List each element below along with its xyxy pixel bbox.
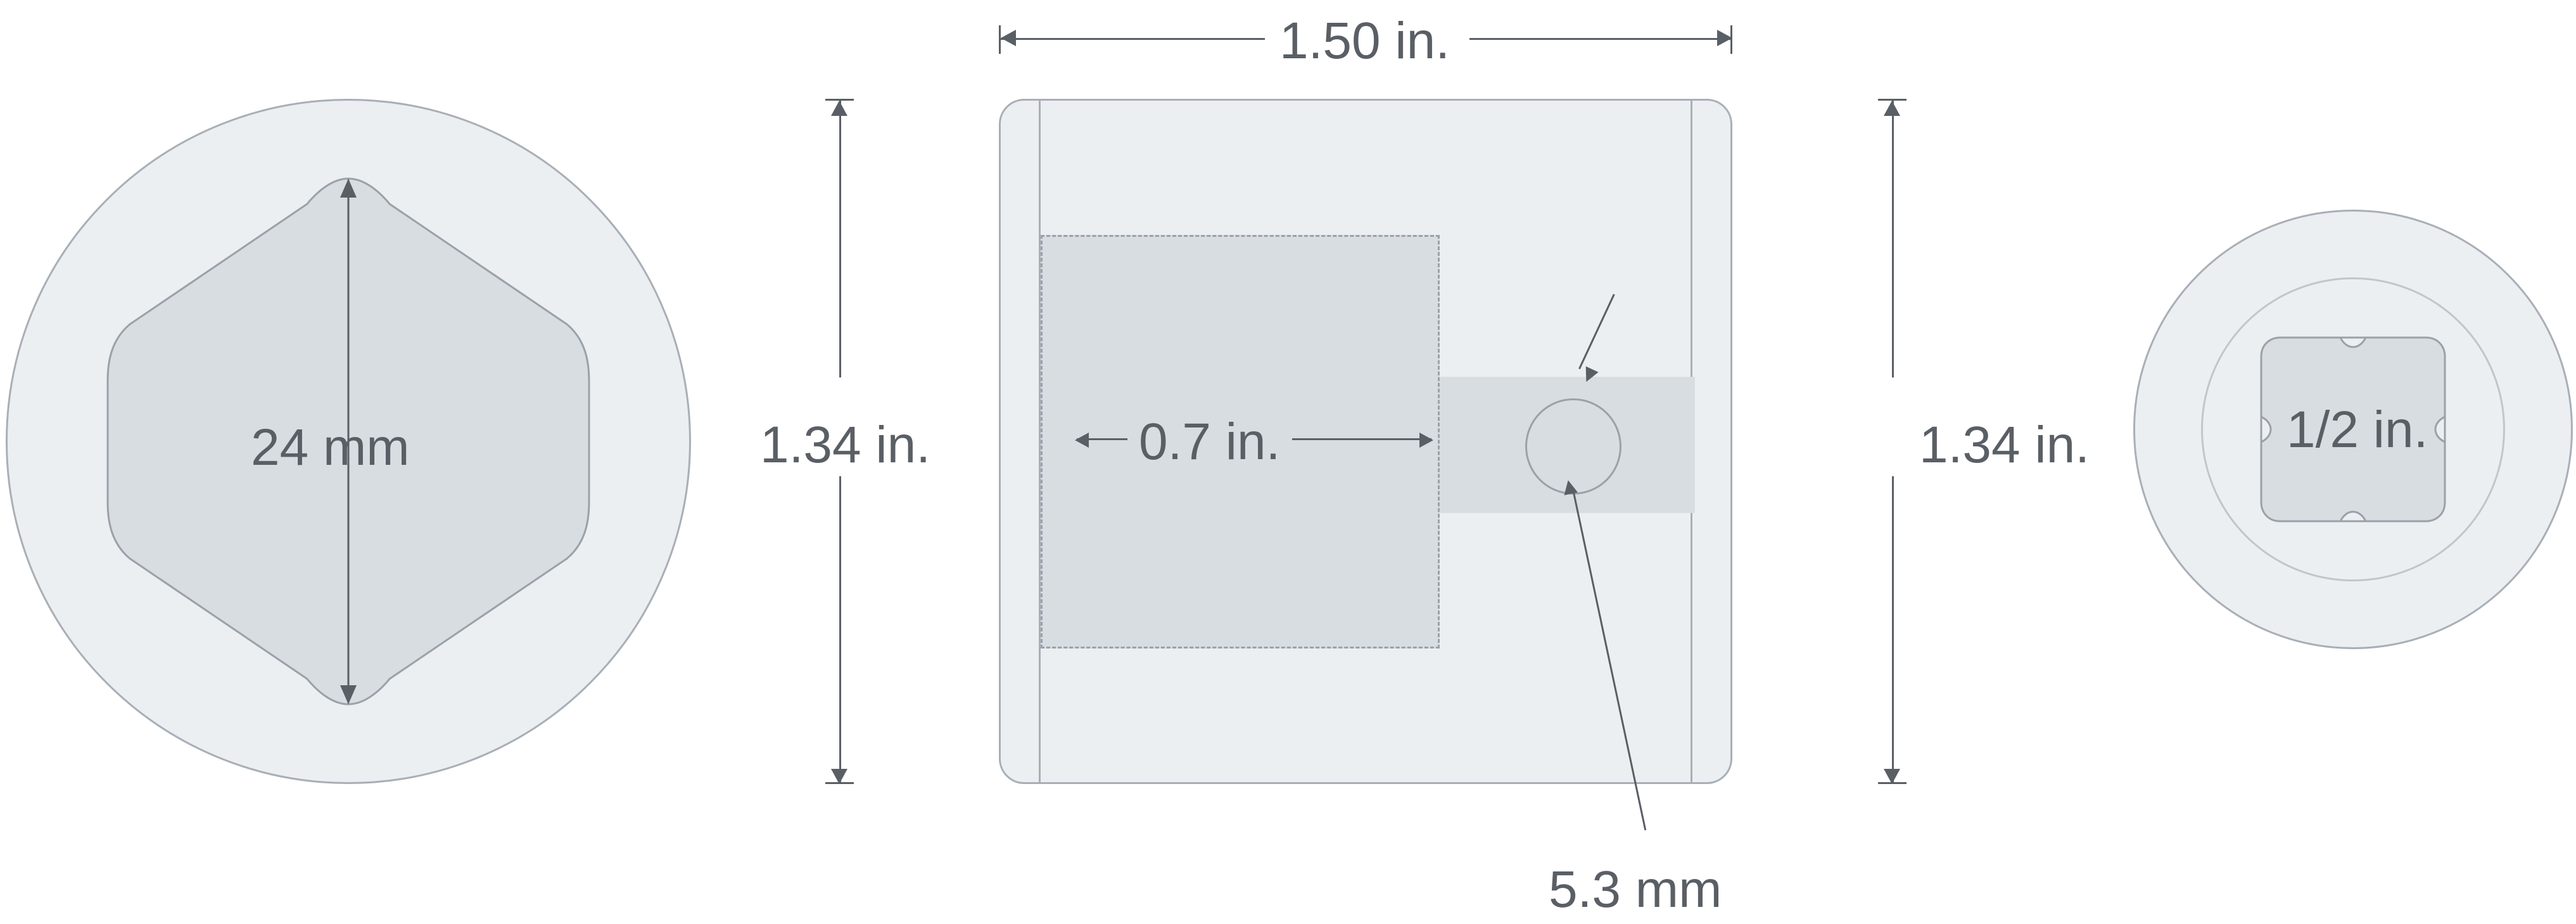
depth-arrow-left: [1077, 438, 1127, 440]
body-diameter-label-left: 1.34 in.: [760, 415, 930, 475]
drive-size-label: 1/2 in.: [2287, 400, 2428, 460]
overall-length-label: 1.50 in.: [1279, 11, 1450, 71]
dia-dim-line-r-top: [1892, 99, 1894, 377]
side-view: 0.7 in.: [999, 99, 1732, 784]
side-view-body: 0.7 in.: [999, 99, 1732, 784]
detent-diameter-label: 5.3 mm: [1549, 860, 1722, 920]
dia-dim-line-r-bot: [1892, 476, 1894, 784]
dia-dim-arrow-r-top: [1884, 101, 1900, 116]
length-dim-arrow-r: [1717, 30, 1732, 46]
length-dim-line-l: [999, 38, 1265, 40]
body-diameter-label-right: 1.34 in.: [1919, 415, 2090, 475]
dia-dim-arrow-l-top: [831, 101, 847, 116]
depth-arrow-right: [1292, 438, 1431, 440]
length-dim-arrow-l: [1001, 30, 1016, 46]
dia-dim-arrow-r-bot: [1884, 769, 1900, 784]
dia-dim-line-l-top: [839, 99, 841, 377]
hex-size-label: 24 mm: [251, 418, 410, 478]
socket-depth-label: 0.7 in.: [1139, 412, 1280, 472]
dia-dim-arrow-l-bot: [831, 769, 847, 784]
detent-arrow-lower: [1561, 479, 1578, 495]
length-dim-line-r: [1469, 38, 1732, 40]
socket-spec-diagram: 24 mm 0.7 in. 1.50 in. 1.34 in. 1.34 in.: [0, 0, 2576, 924]
dia-dim-line-l-bot: [839, 476, 841, 784]
